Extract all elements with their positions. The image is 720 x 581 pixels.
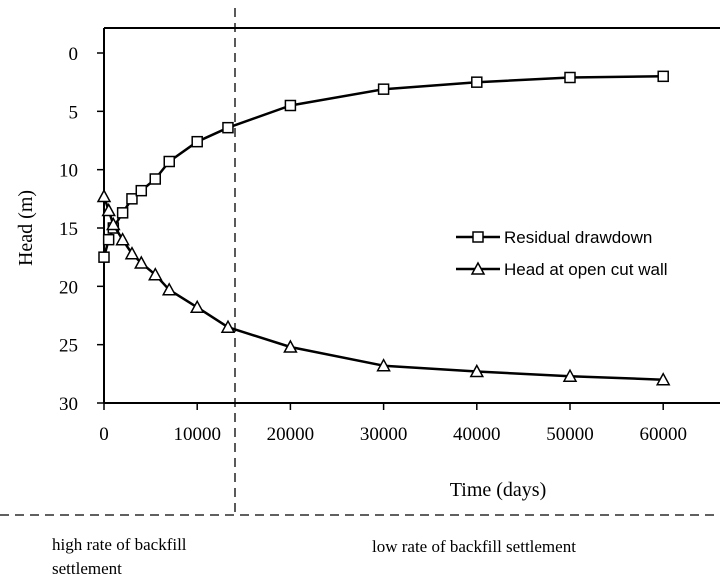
axes	[103, 27, 720, 404]
data-point-head-at-open-cut-wall	[469, 363, 485, 378]
data-point-head-at-open-cut-wall	[148, 267, 163, 281]
data-point-head-at-open-cut-wall	[124, 246, 140, 260]
y-tick-label: 25	[59, 336, 78, 357]
legend: Residual drawdown Head at open cut wall	[456, 228, 668, 279]
data-point-head-at-open-cut-wall	[283, 339, 298, 353]
y-tick-label: 30	[59, 394, 78, 415]
x-tick-label: 40000	[453, 424, 501, 445]
data-point-residual-drawdown	[98, 251, 110, 263]
data-point-residual-drawdown	[222, 121, 234, 134]
y-tick-label: 0	[69, 44, 79, 65]
data-point-residual-drawdown	[102, 233, 115, 246]
data-point-head-at-open-cut-wall	[96, 188, 112, 203]
y-axis-title: Head (m)	[15, 190, 37, 266]
data-point-residual-drawdown	[657, 70, 669, 83]
series-layer	[96, 70, 671, 386]
left-region-label-line1: high rate of backfill	[52, 535, 187, 554]
legend-marker-triangle	[470, 261, 486, 275]
data-point-head-at-open-cut-wall	[655, 372, 671, 386]
y-tick-label: 5	[69, 102, 79, 123]
x-tick-label: 0	[99, 424, 109, 445]
data-point-residual-drawdown	[471, 76, 483, 88]
legend-label-head-at-open-cut-wall: Head at open cut wall	[504, 260, 668, 279]
data-point-residual-drawdown	[564, 71, 576, 84]
data-point-head-at-open-cut-wall	[161, 282, 177, 296]
left-region-label-line2: settlement	[52, 559, 122, 578]
x-tick-label: 10000	[173, 424, 221, 445]
legend-label-residual-drawdown: Residual drawdown	[504, 228, 652, 247]
series-line-head-at-open-cut-wall	[102, 196, 664, 381]
data-point-residual-drawdown	[149, 173, 162, 185]
x-tick-label: 20000	[267, 424, 315, 445]
y-tick-label: 15	[59, 219, 78, 240]
data-point-residual-drawdown	[284, 99, 297, 112]
right-region-label: low rate of backfill settlement	[372, 537, 576, 556]
data-point-residual-drawdown	[191, 135, 203, 148]
data-point-head-at-open-cut-wall	[134, 255, 149, 269]
legend-marker-square	[472, 231, 484, 243]
data-point-head-at-open-cut-wall	[189, 299, 205, 314]
data-point-residual-drawdown	[116, 207, 129, 219]
x-axis-title: Time (days)	[450, 479, 546, 501]
x-tick-label: 30000	[360, 424, 408, 445]
y-tick-label: 10	[59, 161, 78, 182]
data-point-head-at-open-cut-wall	[220, 319, 236, 333]
data-point-residual-drawdown	[126, 193, 138, 205]
data-point-head-at-open-cut-wall	[376, 358, 391, 372]
data-point-head-at-open-cut-wall	[562, 368, 578, 382]
data-point-head-at-open-cut-wall	[101, 202, 116, 217]
y-tick-label: 20	[59, 277, 78, 298]
divider-layer	[0, 8, 720, 516]
data-point-residual-drawdown	[377, 83, 390, 95]
data-point-head-at-open-cut-wall	[106, 216, 121, 231]
data-point-residual-drawdown	[135, 184, 148, 197]
ticks: 0 10000 20000 30000 40000 50000 60000 0 5 10 15 20 2…	[59, 44, 687, 445]
x-tick-label: 60000	[639, 424, 687, 445]
data-point-head-at-open-cut-wall	[115, 232, 130, 246]
data-point-residual-drawdown	[163, 155, 175, 168]
x-tick-label: 50000	[546, 424, 594, 445]
